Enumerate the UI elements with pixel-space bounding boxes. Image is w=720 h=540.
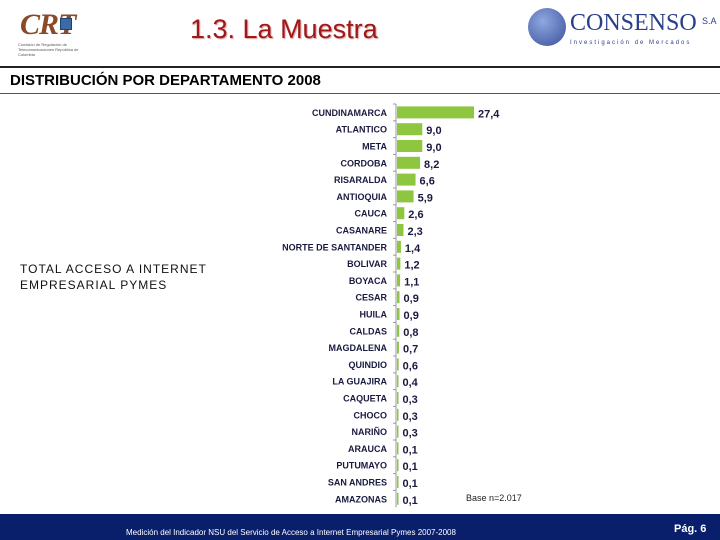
category-label: ANTIOQUIA xyxy=(337,192,388,202)
category-label: CESAR xyxy=(355,293,387,303)
consenso-name: CONSENSO xyxy=(570,10,697,36)
category-label: RISARALDA xyxy=(334,175,387,185)
bar xyxy=(397,106,474,119)
value-label: 0,6 xyxy=(403,360,418,372)
page-number: Pág. 6 xyxy=(674,523,707,535)
bar xyxy=(397,408,399,421)
bar xyxy=(397,173,416,186)
side-label-line1: TOTAL ACCESO A INTERNET xyxy=(20,262,207,276)
page-title: 1.3. La Muestra xyxy=(190,14,378,44)
side-label: TOTAL ACCESO A INTERNET EMPRESARIAL PYME… xyxy=(20,261,207,293)
header-divider xyxy=(0,66,720,68)
bar xyxy=(397,140,423,152)
value-label: 0,3 xyxy=(403,394,418,406)
category-label: NARIÑO xyxy=(352,427,388,437)
chart-subtitle: DISTRIBUCIÓN POR DEPARTAMENTO 2008 xyxy=(10,72,321,89)
value-label: 1,1 xyxy=(404,276,419,288)
value-label: 27,4 xyxy=(478,108,500,120)
side-label-line2: EMPRESARIAL PYMES xyxy=(20,278,168,292)
bar xyxy=(397,123,423,136)
category-label: HUILA xyxy=(360,310,388,320)
value-label: 0,1 xyxy=(403,495,418,507)
bar xyxy=(397,358,399,371)
value-label: 0,1 xyxy=(403,461,418,473)
consenso-sa: S.A xyxy=(702,16,717,26)
category-label: BOYACA xyxy=(349,276,388,286)
category-label: META xyxy=(362,142,387,152)
value-label: 1,2 xyxy=(404,260,419,272)
category-label: NORTE DE SANTANDER xyxy=(282,242,387,252)
category-label: ARAUCA xyxy=(348,444,387,454)
value-label: 0,3 xyxy=(403,428,418,440)
value-label: 2,6 xyxy=(408,209,423,221)
crt-logo-square xyxy=(60,18,72,30)
bar xyxy=(397,476,399,488)
crt-logo: CRT Comisión de Regulación de Telecomuni… xyxy=(18,8,90,60)
value-label: 8,2 xyxy=(424,159,439,171)
value-label: 1,4 xyxy=(405,243,421,255)
base-note: Base n=2.017 xyxy=(466,493,522,503)
crt-logo-subtitle: Comisión de Regulación de Telecomunicaci… xyxy=(18,42,79,57)
bar xyxy=(397,392,399,404)
bar xyxy=(397,274,401,287)
category-label: LA GUAJIRA xyxy=(332,377,387,387)
category-label: BOLIVAR xyxy=(347,259,387,269)
category-label: CAQUETA xyxy=(343,394,387,404)
category-label: QUINDIO xyxy=(348,360,387,370)
bar xyxy=(397,459,399,472)
category-label: CASANARE xyxy=(336,226,387,236)
bar xyxy=(397,442,399,455)
value-label: 0,9 xyxy=(404,310,419,322)
bar xyxy=(397,224,404,236)
category-label: CORDOBA xyxy=(341,158,388,168)
bar xyxy=(397,308,400,320)
category-label: CHOCO xyxy=(354,410,388,420)
category-label: CAUCA xyxy=(355,209,388,219)
value-label: 0,3 xyxy=(403,411,418,423)
bar xyxy=(397,207,405,220)
bar xyxy=(397,425,399,438)
value-label: 0,4 xyxy=(403,377,419,389)
value-label: 9,0 xyxy=(426,125,441,137)
bar xyxy=(397,492,399,505)
bar xyxy=(397,257,401,270)
footer-bar xyxy=(0,514,720,540)
bar xyxy=(397,375,399,388)
category-label: ATLANTICO xyxy=(336,125,387,135)
category-label: CALDAS xyxy=(350,326,388,336)
value-label: 0,1 xyxy=(403,444,418,456)
value-label: 5,9 xyxy=(418,192,433,204)
bar xyxy=(397,240,401,253)
value-label: 6,6 xyxy=(420,176,435,188)
bar xyxy=(397,156,421,169)
consenso-logo: CONSENSO S.A Investigación de Mercados xyxy=(528,8,718,52)
category-label: MAGDALENA xyxy=(329,343,388,353)
value-label: 0,9 xyxy=(404,293,419,305)
category-label: PUTUMAYO xyxy=(336,461,387,471)
value-label: 2,3 xyxy=(407,226,422,238)
value-label: 0,8 xyxy=(403,327,418,339)
category-label: SAN ANDRES xyxy=(328,478,387,488)
footer-text: Medición del Indicador NSU del Servicio … xyxy=(126,528,456,537)
value-label: 0,7 xyxy=(403,344,418,356)
category-label: CUNDINAMARCA xyxy=(312,108,387,118)
bar xyxy=(397,324,400,337)
bar xyxy=(397,291,400,304)
bar xyxy=(397,341,399,354)
bar-chart: CUNDINAMARCA 27,4 ATLANTICO 9,0 META 9,0 CORDO… xyxy=(282,103,500,508)
value-label: 0,1 xyxy=(403,478,418,490)
consenso-emblem-icon xyxy=(528,8,566,46)
value-label: 9,0 xyxy=(426,142,441,154)
category-label: AMAZONAS xyxy=(335,494,387,504)
subtitle-divider xyxy=(0,93,720,94)
bar xyxy=(397,190,414,203)
consenso-tagline: Investigación de Mercados xyxy=(570,40,692,46)
